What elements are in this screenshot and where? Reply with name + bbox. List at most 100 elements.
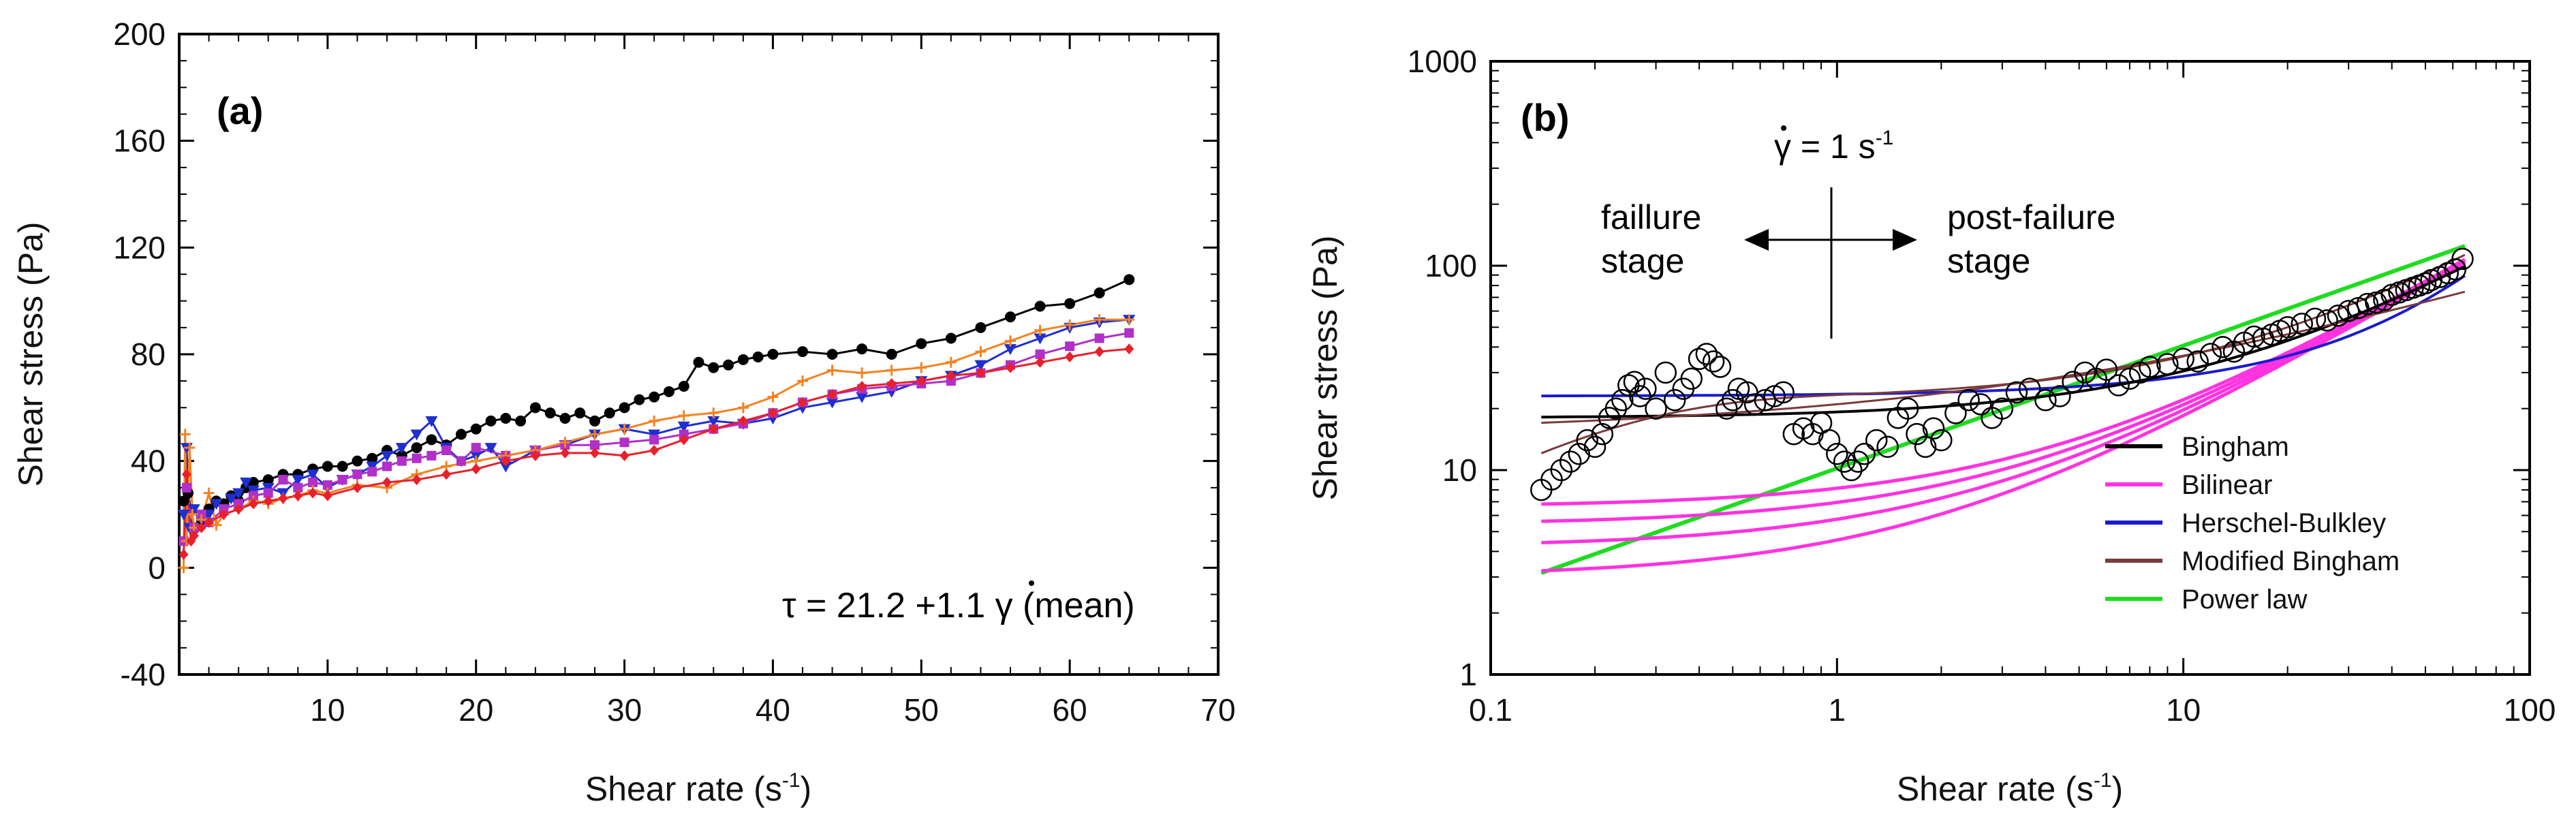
b-xtick-label: 10 (2166, 692, 2201, 728)
equation-gamma: γ (995, 586, 1013, 625)
point-orange (916, 362, 927, 373)
point-black (1005, 311, 1016, 323)
point-red (768, 407, 778, 419)
measured-point (1702, 350, 1725, 373)
point-purple (352, 469, 362, 480)
equation-suffix: (mean) (1013, 586, 1135, 625)
point-blue (677, 421, 690, 433)
point-blue (240, 478, 253, 488)
point-orange (678, 410, 689, 422)
measured-point (2118, 367, 2141, 390)
point-red (219, 509, 229, 520)
b-ytick-label: 100 (1425, 248, 1477, 283)
measured-point (2139, 356, 2161, 378)
a-ytick-label: 40 (131, 444, 166, 479)
post-failure-stage-line1: post-failure (1947, 198, 2115, 236)
measured-point (1709, 356, 1732, 378)
point-purple (649, 435, 659, 445)
point-black (178, 495, 189, 507)
point-red (204, 516, 214, 528)
point-black (634, 394, 645, 405)
point-red (293, 490, 303, 501)
point-purple (278, 475, 288, 485)
point-orange (708, 407, 719, 419)
point-blue (484, 443, 497, 454)
measured-point (2074, 361, 2096, 384)
a-xtick-label: 20 (459, 692, 493, 728)
measured-point (2373, 288, 2395, 311)
point-black (678, 381, 689, 392)
point-orange (1064, 319, 1076, 330)
measured-point (1604, 397, 1628, 420)
measured-point (1550, 459, 1573, 482)
point-purple (293, 482, 303, 493)
point-red (709, 423, 719, 435)
a-ytick-label: 80 (131, 337, 166, 372)
point-orange (767, 391, 779, 403)
point-red (352, 482, 362, 493)
point-purple (426, 450, 437, 461)
panel-a: 10 20 30 40 50 60 70 -40 0 40 80 120 160 200 (a) Shea… (12, 16, 1236, 808)
measured-point (2212, 336, 2234, 358)
measured-point (1568, 442, 1591, 465)
point-black (470, 423, 482, 435)
measured-point (1559, 450, 1582, 473)
a-xtick-label: 70 (1200, 692, 1235, 728)
model-line-bilinear-2 (1541, 260, 2466, 544)
point-orange (1034, 324, 1046, 336)
measured-point (2095, 358, 2118, 381)
legend-label: Bilinear (2182, 470, 2272, 500)
point-red (248, 498, 258, 510)
measured-point (2049, 385, 2071, 407)
point-orange (211, 519, 222, 531)
point-black (604, 407, 615, 419)
point-orange (856, 367, 868, 379)
panel-a-ticks: 10 20 30 40 50 60 70 -40 0 40 80 120 160 200 (113, 16, 1235, 728)
point-black (826, 349, 838, 360)
point-orange (1123, 314, 1135, 326)
point-black (544, 407, 556, 419)
point-red (738, 415, 748, 426)
measured-point (1801, 422, 1824, 446)
point-red (827, 388, 837, 400)
point-red (619, 450, 630, 461)
b-xtick-label: 100 (2504, 692, 2556, 728)
measured-point (1930, 429, 1953, 452)
point-orange (1093, 314, 1105, 326)
point-blue (499, 461, 512, 473)
point-red (886, 378, 897, 390)
panel-a-frame (178, 33, 1220, 676)
point-purple (471, 443, 481, 453)
point-purple (322, 480, 332, 490)
point-red (441, 469, 452, 480)
panel-b-xlabel: Shear rate (s-1) (1897, 769, 2123, 808)
point-orange (559, 437, 571, 448)
point-orange (1005, 335, 1016, 347)
a-xtick-label: 30 (607, 692, 642, 728)
point-orange (737, 402, 749, 414)
measured-point (2414, 272, 2437, 295)
panel-b-scatter (1530, 247, 2474, 501)
a-ytick-label: 120 (113, 230, 166, 265)
measured-point (1914, 435, 1937, 459)
point-purple (382, 461, 392, 471)
measured-point (1957, 389, 1980, 412)
model-line-bilinear-4 (1541, 258, 2466, 506)
point-blue (707, 416, 720, 427)
point-purple (367, 467, 377, 477)
point-red (946, 370, 956, 382)
point-purple (456, 456, 466, 466)
point-blue (292, 475, 305, 486)
point-black (559, 413, 571, 424)
point-black (723, 359, 734, 371)
point-blue (974, 360, 987, 371)
point-red (308, 487, 318, 499)
point-purple (263, 488, 273, 498)
measured-point (1818, 429, 1841, 452)
measured-point (2005, 381, 2028, 404)
point-blue (856, 392, 869, 403)
point-orange (975, 346, 987, 358)
panel-a-ylabel: Shear stress (Pa) (12, 221, 50, 486)
point-red (857, 381, 867, 392)
point-blue (210, 499, 223, 510)
